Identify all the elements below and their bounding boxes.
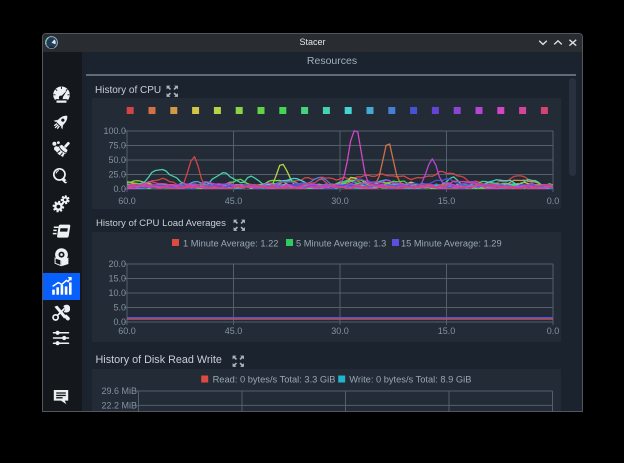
svg-text:15.0: 15.0 [438, 196, 456, 206]
svg-text:5.0: 5.0 [113, 303, 126, 313]
svg-text:100.0: 100.0 [103, 126, 126, 136]
svg-text:0.0: 0.0 [113, 184, 126, 194]
svg-text:Write: 0 bytes/s Total: 8.9 Gi: Write: 0 bytes/s Total: 8.9 GiB [349, 375, 471, 385]
svg-text:45.0: 45.0 [225, 326, 243, 336]
svg-text:45.0: 45.0 [225, 196, 243, 206]
svg-text:30.0: 30.0 [331, 326, 349, 336]
svg-text:75.0: 75.0 [108, 140, 126, 150]
svg-text:0.0: 0.0 [113, 317, 126, 327]
svg-text:50.0: 50.0 [108, 155, 126, 165]
svg-text:5 Minute Average: 1.3: 5 Minute Average: 1.3 [296, 239, 386, 249]
svg-text:1 Minute Average: 1.22: 1 Minute Average: 1.22 [183, 239, 278, 249]
svg-text:29.6 MiB: 29.6 MiB [101, 386, 137, 396]
svg-text:Read: 0 bytes/s Total: 3.3 GiB: Read: 0 bytes/s Total: 3.3 GiB [213, 375, 336, 385]
svg-text:20.0: 20.0 [108, 259, 126, 269]
svg-text:60.0: 60.0 [118, 326, 136, 336]
svg-text:0.0: 0.0 [547, 326, 560, 336]
svg-text:25.0: 25.0 [108, 169, 126, 179]
svg-text:60.0: 60.0 [118, 196, 136, 206]
svg-text:15.0: 15.0 [438, 326, 456, 336]
svg-text:30.0: 30.0 [331, 196, 349, 206]
svg-text:22.2 MiB: 22.2 MiB [101, 400, 137, 410]
svg-text:15 Minute Average: 1.29: 15 Minute Average: 1.29 [401, 239, 502, 249]
svg-text:0.0: 0.0 [547, 196, 560, 206]
svg-text:15.0: 15.0 [108, 274, 126, 284]
svg-text:10.0: 10.0 [108, 288, 126, 298]
